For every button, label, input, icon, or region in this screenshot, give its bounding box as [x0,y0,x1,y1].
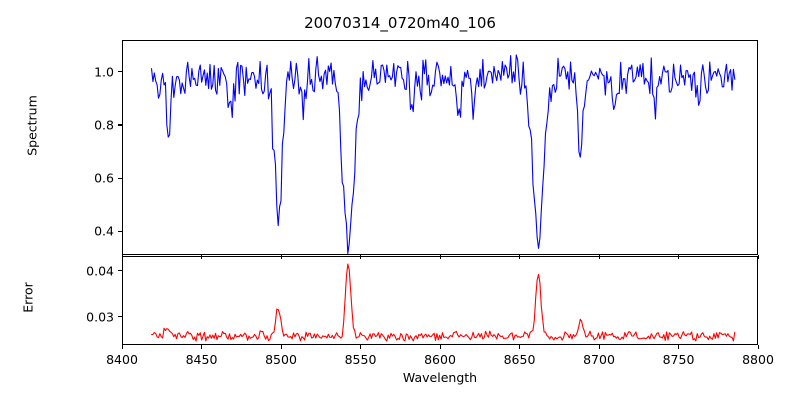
error-data-line [150,263,736,342]
error-ytick-mark [118,270,122,272]
spectrum-ytick-mark [118,124,122,126]
spectrum-panel [122,40,758,255]
y-axis-label-spectrum: Spectrum [24,95,40,156]
error-xtick-label: 8400 [106,352,138,367]
error-xtick-label: 8550 [344,352,377,367]
error-xtick-mark [519,345,521,349]
spectrum-ytick-label: 0.6 [94,170,114,186]
spectrum-ytick-mark [118,177,122,179]
error-xtick-label: 8450 [185,352,218,367]
error-ytick-mark [118,316,122,318]
spectrum-xtick-mark [757,255,759,259]
chart-title: 20070314_0720m40_106 [304,14,496,32]
spectrum-xtick-mark [280,255,282,259]
spectrum-xtick-mark [121,255,123,259]
error-xtick-label: 8600 [424,352,456,367]
spectrum-xtick-mark [678,255,680,259]
error-xtick-mark [439,345,441,349]
error-xtick-label: 8650 [503,352,536,367]
error-xtick-mark [121,345,123,349]
spectrum-data-line [150,54,736,255]
error-panel [122,256,758,345]
error-xtick-label: 8800 [742,352,774,367]
error-xtick-mark [757,345,759,349]
error-xtick-mark [201,345,203,349]
spectrum-xtick-mark [519,255,521,259]
error-xtick-mark [678,345,680,349]
error-xtick-label: 8500 [265,352,297,367]
spectrum-plot-area [150,54,736,255]
spectrum-ytick-label: 0.4 [94,223,114,239]
error-ytick-label: 0.04 [86,263,114,279]
error-xtick-label: 8750 [662,352,695,367]
error-xtick-mark [598,345,600,349]
spectrum-xtick-mark [360,255,362,259]
error-xtick-mark [360,345,362,349]
spectrum-xtick-mark [439,255,441,259]
spectrum-ytick-label: 1.0 [94,64,114,80]
spectrum-xtick-mark [598,255,600,259]
spectrum-ytick-mark [118,71,122,73]
x-axis-label: Wavelength [402,370,478,385]
error-ytick-label: 0.03 [86,309,114,325]
spectrum-xtick-mark [201,255,203,259]
spectrum-ytick-label: 0.8 [94,117,114,133]
error-xtick-mark [280,345,282,349]
error-xtick-label: 8700 [583,352,615,367]
spectrum-ytick-mark [118,230,122,232]
y-axis-label-error: Error [20,282,36,313]
error-plot-area [150,263,736,342]
